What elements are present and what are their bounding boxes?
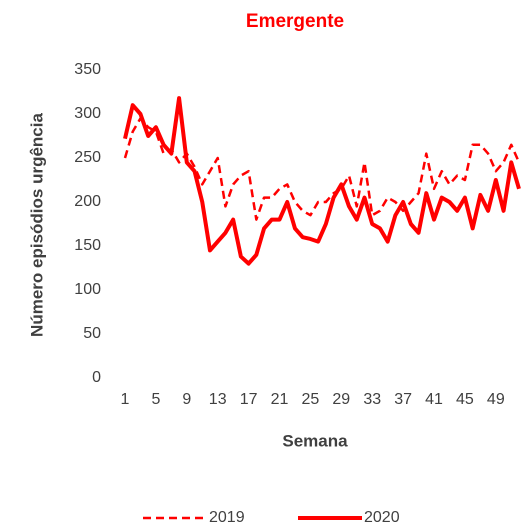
x-tick-label: 13 [209, 391, 227, 408]
series-line [123, 117, 521, 221]
y-axis-title: Número episódios urgência [27, 113, 46, 337]
x-tick-label: 1 [121, 391, 130, 408]
y-tick-label: 0 [92, 369, 101, 386]
legend-label: 2020 [364, 509, 400, 526]
x-tick-label: 45 [456, 391, 474, 408]
x-tick-label: 25 [302, 391, 320, 408]
y-tick-label: 300 [74, 105, 101, 122]
x-tick-label: 9 [182, 391, 191, 408]
series-line [123, 96, 521, 266]
x-tick-label: 17 [240, 391, 258, 408]
x-tick-label: 41 [425, 391, 443, 408]
x-tick-label: 21 [271, 391, 289, 408]
y-tick-label: 50 [83, 325, 101, 342]
x-tick-label: 29 [332, 391, 350, 408]
x-tick-label: 37 [394, 391, 412, 408]
x-axis-title: Semana [282, 431, 348, 450]
y-tick-label: 200 [74, 193, 101, 210]
y-tick-label: 350 [74, 61, 101, 78]
y-tick-label: 250 [74, 149, 101, 166]
y-tick-label: 100 [74, 281, 101, 298]
chart-title: Emergente [246, 11, 344, 32]
legend-label: 2019 [209, 509, 245, 526]
x-tick-label: 49 [487, 391, 505, 408]
x-tick-label: 5 [151, 391, 160, 408]
y-tick-label: 150 [74, 237, 101, 254]
x-tick-label: 33 [363, 391, 381, 408]
